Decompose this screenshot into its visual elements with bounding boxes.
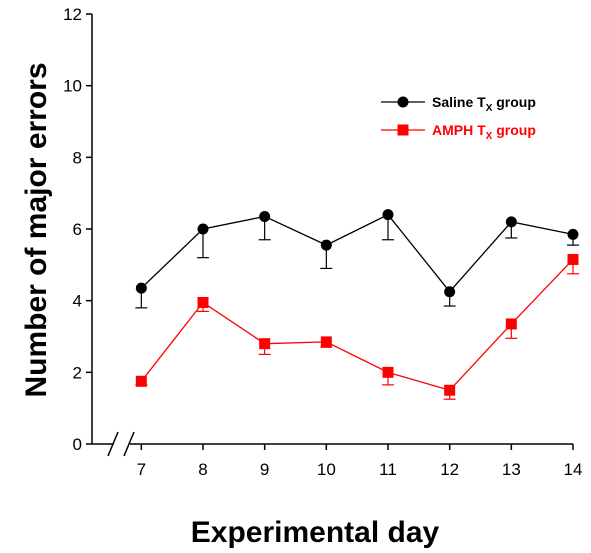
x-tick-label: 7: [137, 460, 146, 479]
data-point: [382, 366, 394, 378]
x-tick-label: 12: [440, 460, 459, 479]
series-1: [135, 253, 579, 400]
data-point: [135, 375, 147, 387]
x-axis-title: Experimental day: [191, 516, 440, 549]
x-tick-label: 8: [198, 460, 207, 479]
data-point: [505, 216, 517, 228]
legend-label: AMPH TX group: [432, 122, 536, 142]
y-axis-title: Number of major errors: [20, 62, 53, 397]
series-line: [140, 259, 574, 391]
legend-marker: [397, 124, 409, 136]
series-0: [135, 209, 579, 309]
y-tick-label: 6: [73, 220, 82, 239]
data-point: [259, 210, 271, 222]
data-point: [505, 318, 517, 330]
data-point: [320, 239, 332, 251]
data-point: [382, 209, 394, 221]
data-point: [444, 286, 456, 298]
data-point: [197, 296, 209, 308]
y-tick-label: 12: [63, 5, 82, 24]
x-tick-label: 11: [379, 460, 397, 479]
x-tick-label: 14: [564, 460, 583, 479]
data-point: [259, 338, 271, 350]
axes: 0 2 4 6 8 10 12 7 8 9 10 11 12 13 14: [63, 5, 582, 479]
x-tick-label: 13: [502, 460, 521, 479]
y-tick-label: 8: [73, 148, 82, 167]
legend-marker: [397, 96, 409, 108]
data-point: [444, 384, 456, 396]
y-tick-label: 2: [73, 363, 82, 382]
data-point: [197, 223, 209, 235]
x-axis-break-mark: [123, 431, 135, 457]
x-axis-break-mark: [107, 431, 119, 457]
x-tick-label: 10: [317, 460, 336, 479]
y-tick-label: 0: [73, 435, 82, 454]
data-point: [567, 253, 579, 265]
legend-label: Saline TX group: [432, 94, 536, 114]
y-tick-label: 10: [63, 77, 82, 96]
data-point: [567, 228, 579, 240]
series-layer: [135, 209, 579, 400]
data-point: [135, 282, 147, 294]
x-tick-label: 9: [260, 460, 269, 479]
data-point: [320, 336, 332, 348]
legend: Saline TX group AMPH TX group: [381, 94, 536, 142]
y-tick-label: 4: [73, 292, 82, 311]
series-line: [140, 213, 574, 293]
